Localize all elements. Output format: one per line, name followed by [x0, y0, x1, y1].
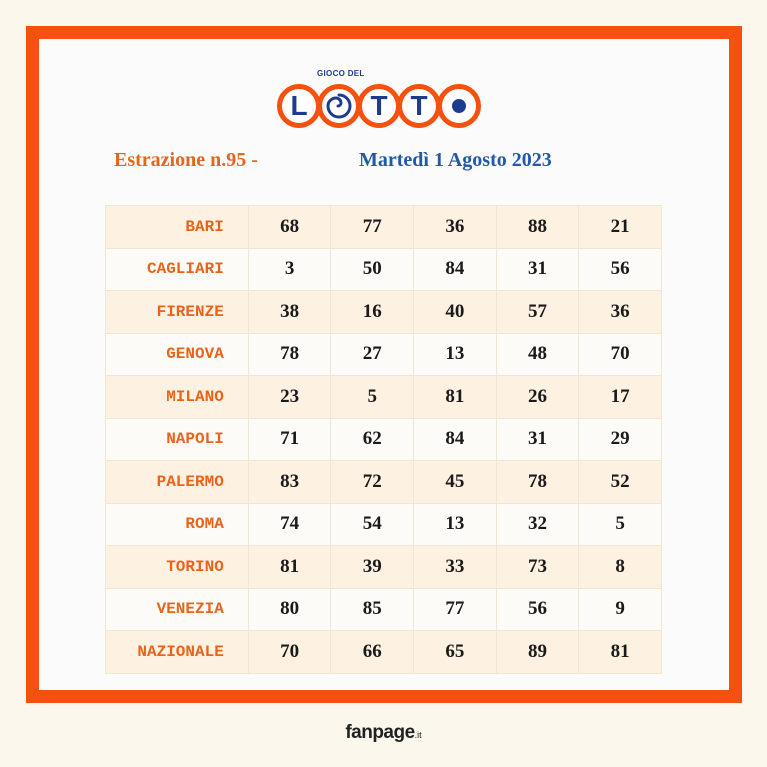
table-row: MILANO 23 5 81 26 17	[105, 375, 662, 419]
table-row: CAGLIARI 3 50 84 31 56	[105, 247, 662, 291]
drawn-number: 71	[247, 417, 332, 461]
logo-letter-t2: T	[397, 84, 441, 128]
drawn-number: 54	[330, 502, 415, 546]
drawn-number: 3	[247, 247, 332, 291]
table-row: NAPOLI 71 62 84 31 29	[105, 417, 662, 461]
drawn-number: 5	[578, 502, 662, 546]
drawn-number: 31	[495, 247, 580, 291]
drawn-number: 72	[330, 460, 415, 504]
drawn-number: 9	[578, 587, 662, 631]
drawn-number: 23	[247, 375, 332, 419]
drawn-number: 8	[578, 545, 662, 589]
results-table: BARI 68 77 36 88 21 CAGLIARI 3 50 84 31 56 FIRENZE 38…	[105, 205, 662, 674]
drawn-number: 62	[330, 417, 415, 461]
draw-date: Martedì 1 Agosto 2023	[359, 149, 552, 171]
drawn-number: 13	[413, 332, 497, 376]
table-row: GENOVA 78 27 13 48 70	[105, 332, 662, 376]
drawn-number: 56	[495, 587, 580, 631]
drawn-number: 39	[330, 545, 415, 589]
drawn-number: 89	[495, 630, 580, 674]
drawn-number: 17	[578, 375, 662, 419]
drawn-number: 70	[578, 332, 662, 376]
table-row: BARI 68 77 36 88 21	[105, 205, 662, 249]
drawn-number: 84	[413, 247, 497, 291]
drawn-number: 83	[247, 460, 332, 504]
table-row: VENEZIA 80 85 77 56 9	[105, 587, 662, 631]
drawn-number: 36	[413, 205, 497, 249]
city-name: TORINO	[105, 545, 249, 589]
drawn-number: 70	[247, 630, 332, 674]
drawn-number: 81	[247, 545, 332, 589]
footer: fanpage.it	[0, 722, 767, 744]
drawn-number: 66	[330, 630, 415, 674]
drawn-number: 78	[495, 460, 580, 504]
table-row: FIRENZE 38 16 40 57 36	[105, 290, 662, 334]
table-row: PALERMO 83 72 45 78 52	[105, 460, 662, 504]
drawn-number: 32	[495, 502, 580, 546]
drawn-number: 81	[578, 630, 662, 674]
drawn-number: 16	[330, 290, 415, 334]
drawn-number: 13	[413, 502, 497, 546]
drawn-number: 52	[578, 460, 662, 504]
logo-top-text: GIOCO DEL	[317, 69, 365, 78]
drawn-number: 80	[247, 587, 332, 631]
city-name: BARI	[105, 205, 249, 249]
drawn-number: 81	[413, 375, 497, 419]
swirl-icon	[326, 93, 352, 119]
drawn-number: 31	[495, 417, 580, 461]
card-frame: GIOCO DEL L T T Estrazione n.95 - Marted…	[26, 26, 742, 703]
city-name: CAGLIARI	[105, 247, 249, 291]
drawn-number: 85	[330, 587, 415, 631]
drawn-number: 27	[330, 332, 415, 376]
drawn-number: 57	[495, 290, 580, 334]
logo-letter-o-swirl	[317, 84, 361, 128]
logo-letter-t1: T	[357, 84, 401, 128]
drawn-number: 33	[413, 545, 497, 589]
city-name: NAZIONALE	[105, 630, 249, 674]
drawn-number: 77	[330, 205, 415, 249]
drawn-number: 5	[330, 375, 415, 419]
table-row: ROMA 74 54 13 32 5	[105, 502, 662, 546]
draw-number: Estrazione n.95 -	[114, 149, 258, 171]
drawn-number: 88	[495, 205, 580, 249]
drawn-number: 40	[413, 290, 497, 334]
drawn-number: 74	[247, 502, 332, 546]
city-name: GENOVA	[105, 332, 249, 376]
city-name: FIRENZE	[105, 290, 249, 334]
drawn-number: 73	[495, 545, 580, 589]
drawn-number: 77	[413, 587, 497, 631]
logo-letter-l: L	[277, 84, 321, 128]
drawn-number: 50	[330, 247, 415, 291]
city-name: PALERMO	[105, 460, 249, 504]
drawn-number: 48	[495, 332, 580, 376]
drawn-number: 84	[413, 417, 497, 461]
drawn-number: 78	[247, 332, 332, 376]
table-row: NAZIONALE 70 66 65 89 81	[105, 630, 662, 674]
drawn-number: 45	[413, 460, 497, 504]
table-row: TORINO 81 39 33 73 8	[105, 545, 662, 589]
city-name: VENEZIA	[105, 587, 249, 631]
city-name: ROMA	[105, 502, 249, 546]
logo-letter-o-dot	[437, 84, 481, 128]
drawn-number: 26	[495, 375, 580, 419]
lotto-logo: GIOCO DEL L T T	[277, 67, 517, 141]
drawn-number: 38	[247, 290, 332, 334]
city-name: NAPOLI	[105, 417, 249, 461]
drawn-number: 56	[578, 247, 662, 291]
drawn-number: 29	[578, 417, 662, 461]
brand-suffix: .it	[414, 730, 422, 740]
city-name: MILANO	[105, 375, 249, 419]
logo-letters: L T T	[277, 84, 481, 128]
drawn-number: 36	[578, 290, 662, 334]
drawn-number: 65	[413, 630, 497, 674]
brand-name: fanpage	[345, 722, 415, 743]
drawn-number: 21	[578, 205, 662, 249]
drawn-number: 68	[247, 205, 332, 249]
dot-icon	[452, 99, 466, 113]
